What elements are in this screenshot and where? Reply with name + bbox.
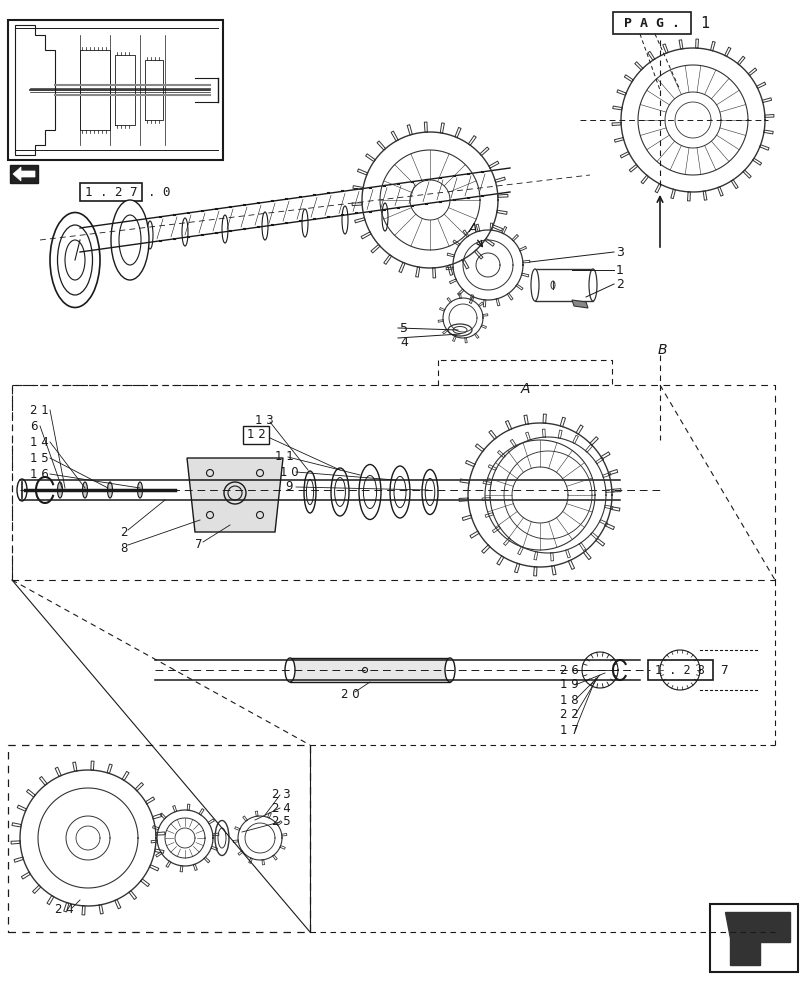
Text: 1 5: 1 5 — [30, 452, 49, 464]
Text: 4: 4 — [400, 336, 407, 349]
Text: 8: 8 — [120, 542, 127, 554]
Ellipse shape — [444, 658, 454, 682]
Bar — [10, 165, 38, 183]
Ellipse shape — [530, 269, 539, 301]
Text: 1 . 2 7: 1 . 2 7 — [84, 186, 137, 199]
Polygon shape — [571, 300, 587, 308]
Text: 1 2: 1 2 — [247, 428, 265, 442]
Text: 2 4: 2 4 — [55, 903, 74, 916]
Ellipse shape — [303, 471, 315, 513]
Polygon shape — [187, 458, 283, 532]
Bar — [534, 269, 592, 301]
Text: 5: 5 — [400, 322, 407, 334]
Text: A: A — [520, 382, 529, 396]
Ellipse shape — [221, 215, 228, 243]
Ellipse shape — [389, 466, 410, 518]
Text: P A G .: P A G . — [623, 17, 679, 30]
Ellipse shape — [107, 482, 113, 498]
Bar — [647, 660, 712, 680]
Text: 1 9: 1 9 — [560, 678, 578, 692]
Text: 2 6: 2 6 — [560, 664, 578, 676]
Text: B: B — [657, 343, 667, 357]
Text: 2 5: 2 5 — [272, 815, 290, 828]
Ellipse shape — [422, 470, 437, 514]
Text: 2 1: 2 1 — [30, 403, 49, 416]
Bar — [80, 183, 142, 201]
Text: 1 4: 1 4 — [30, 436, 49, 448]
Text: 1 3: 1 3 — [255, 414, 273, 426]
Text: 1 8: 1 8 — [560, 694, 578, 706]
Text: 3: 3 — [616, 245, 623, 258]
Ellipse shape — [83, 482, 88, 498]
Bar — [709, 904, 797, 972]
Bar — [612, 12, 690, 34]
Ellipse shape — [147, 221, 152, 249]
Ellipse shape — [302, 209, 307, 237]
Ellipse shape — [182, 218, 188, 246]
Text: 1 0: 1 0 — [280, 466, 298, 479]
Text: 1 . 2 8: 1 . 2 8 — [654, 664, 704, 676]
Text: 2: 2 — [120, 526, 127, 540]
Text: 7: 7 — [719, 664, 727, 676]
Polygon shape — [13, 167, 35, 181]
Bar — [242, 426, 268, 444]
Text: 1 1: 1 1 — [275, 450, 294, 464]
Text: . 0: . 0 — [148, 186, 170, 199]
Ellipse shape — [448, 324, 471, 336]
Ellipse shape — [137, 482, 142, 498]
Text: 2 4: 2 4 — [272, 801, 290, 814]
Text: 9: 9 — [285, 481, 292, 493]
Text: 1: 1 — [616, 263, 623, 276]
Polygon shape — [724, 912, 789, 965]
Text: 2 3: 2 3 — [272, 788, 290, 801]
Text: 2 0: 2 0 — [341, 688, 359, 702]
Text: 2 2: 2 2 — [560, 708, 578, 721]
Ellipse shape — [381, 203, 388, 231]
Ellipse shape — [215, 820, 229, 855]
Text: 2: 2 — [616, 277, 623, 290]
Ellipse shape — [17, 479, 27, 501]
Text: 6: 6 — [30, 420, 37, 432]
Ellipse shape — [331, 468, 349, 516]
Ellipse shape — [588, 269, 596, 301]
Ellipse shape — [262, 212, 268, 240]
Text: A: A — [468, 222, 477, 235]
Bar — [290, 658, 449, 682]
Ellipse shape — [358, 464, 380, 520]
Ellipse shape — [111, 200, 148, 280]
Text: 1: 1 — [699, 16, 708, 31]
Bar — [8, 20, 223, 160]
Ellipse shape — [341, 206, 348, 234]
Ellipse shape — [58, 482, 62, 498]
Text: 1 6: 1 6 — [30, 468, 49, 481]
Text: 1 7: 1 7 — [560, 723, 578, 736]
Text: 7: 7 — [195, 538, 202, 552]
Ellipse shape — [285, 658, 294, 682]
